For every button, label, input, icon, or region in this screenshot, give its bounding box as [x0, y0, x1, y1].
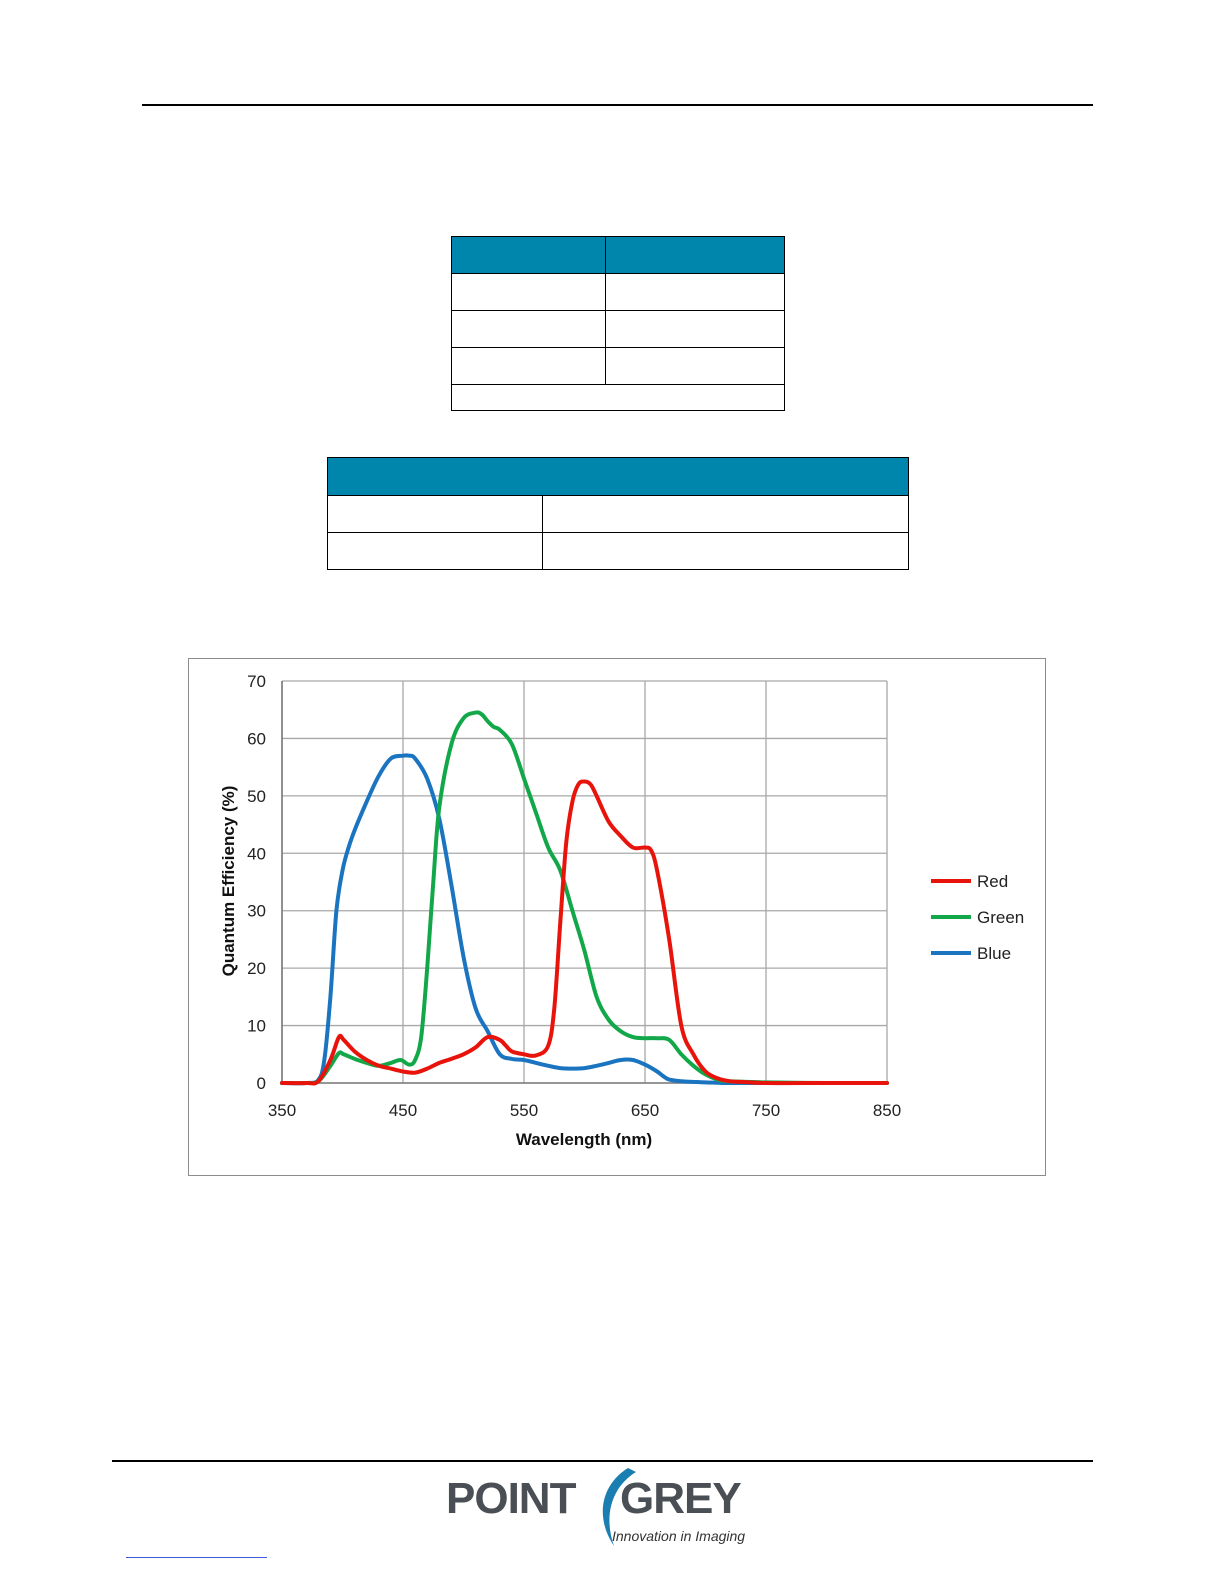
legend-label-red: Red — [977, 872, 1008, 891]
x-axis-title: Wavelength (nm) — [516, 1130, 652, 1149]
series-line-blue — [280, 753, 889, 1086]
table-footnote-row — [451, 384, 785, 411]
x-tick-label: 350 — [268, 1101, 296, 1120]
table-cell — [451, 310, 606, 348]
table-cell — [542, 495, 909, 533]
table-row — [451, 310, 785, 348]
x-tick-label: 850 — [873, 1101, 901, 1120]
y-axis-title: Quantum Efficiency (%) — [219, 786, 238, 977]
legend-label-blue: Blue — [977, 944, 1011, 963]
table-header-cell — [605, 236, 785, 274]
spec-table-1 — [451, 236, 785, 411]
footer-rule — [112, 1460, 1093, 1462]
table-row — [451, 273, 785, 311]
y-tick-label: 0 — [257, 1074, 266, 1093]
y-tick-label: 40 — [247, 844, 266, 863]
table-footnote-cell — [451, 384, 785, 411]
y-tick-label: 30 — [247, 902, 266, 921]
point-grey-logo: POINT GREY Innovation in Imaging — [444, 1466, 764, 1550]
table-cell — [605, 273, 785, 311]
x-tick-label: 650 — [631, 1101, 659, 1120]
table-header-cell — [327, 457, 909, 496]
legend: Red Green Blue — [931, 872, 1024, 963]
table-cell — [605, 347, 785, 385]
y-tick-label: 50 — [247, 787, 266, 806]
series-layer — [280, 710, 889, 1086]
table-row — [327, 495, 909, 533]
footer-link-underline — [126, 1557, 267, 1558]
table-cell — [451, 347, 606, 385]
table-cell — [542, 532, 909, 570]
table-header-row — [327, 457, 909, 496]
y-tick-label: 10 — [247, 1017, 266, 1036]
series-line-red — [280, 779, 889, 1086]
tick-layer: 350 450 550 650 750 850 0 10 20 30 40 50 60 70 — [247, 672, 901, 1120]
y-tick-label: 20 — [247, 959, 266, 978]
x-tick-label: 750 — [752, 1101, 780, 1120]
table-cell — [605, 310, 785, 348]
legend-label-green: Green — [977, 908, 1024, 927]
table-header-row — [451, 236, 785, 274]
grid-layer — [281, 680, 888, 1084]
table-cell — [327, 495, 543, 533]
y-tick-label: 70 — [247, 672, 266, 691]
x-tick-label: 550 — [510, 1101, 538, 1120]
y-tick-label: 60 — [247, 729, 266, 748]
table-header-cell — [451, 236, 606, 274]
x-tick-label: 450 — [389, 1101, 417, 1120]
spec-table-2 — [327, 457, 909, 570]
table-cell — [451, 273, 606, 311]
table-row — [451, 347, 785, 385]
series-line-green — [280, 710, 889, 1086]
header-rule — [142, 104, 1093, 106]
table-row — [327, 532, 909, 570]
quantum-efficiency-chart: 350 450 550 650 750 850 0 10 20 30 40 50 60 70 Wavele… — [188, 658, 1046, 1176]
logo-swoosh-icon — [602, 1468, 636, 1546]
chart-svg: 350 450 550 650 750 850 0 10 20 30 40 50 60 70 Wavele… — [219, 672, 1024, 1149]
table-cell — [327, 532, 543, 570]
